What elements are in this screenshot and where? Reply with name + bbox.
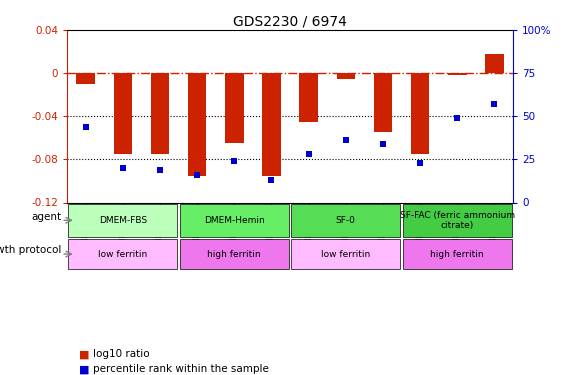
Bar <box>188 73 206 176</box>
Point <box>118 165 128 171</box>
Point <box>155 167 164 173</box>
Bar <box>448 73 466 75</box>
Text: SF-FAC (ferric ammonium
citrate): SF-FAC (ferric ammonium citrate) <box>400 211 515 230</box>
Bar <box>150 73 169 154</box>
Text: high ferritin: high ferritin <box>430 250 484 259</box>
Point <box>452 115 462 121</box>
Text: ■: ■ <box>79 350 89 359</box>
Bar <box>485 54 504 73</box>
Point <box>192 172 202 178</box>
Point <box>490 101 499 107</box>
Text: high ferritin: high ferritin <box>208 250 261 259</box>
Text: low ferritin: low ferritin <box>98 250 147 259</box>
Point <box>81 124 90 130</box>
Bar <box>180 239 289 269</box>
Text: low ferritin: low ferritin <box>321 250 370 259</box>
Bar <box>411 73 430 154</box>
Title: GDS2230 / 6974: GDS2230 / 6974 <box>233 15 347 29</box>
Bar <box>403 239 512 269</box>
Bar <box>374 73 392 132</box>
Bar <box>68 239 177 269</box>
Bar <box>403 204 512 237</box>
Point <box>267 177 276 183</box>
Point <box>378 141 388 147</box>
Bar <box>180 204 289 237</box>
Point <box>304 151 313 157</box>
Point <box>416 160 425 166</box>
Bar <box>114 73 132 154</box>
Bar <box>291 204 401 237</box>
Text: log10 ratio: log10 ratio <box>93 350 150 359</box>
Bar <box>262 73 281 176</box>
Text: growth protocol: growth protocol <box>0 245 61 255</box>
Bar <box>225 73 244 143</box>
Text: DMEM-Hemin: DMEM-Hemin <box>204 216 265 225</box>
Bar <box>336 73 355 78</box>
Point <box>341 137 350 143</box>
Point <box>230 158 239 164</box>
Bar <box>291 239 401 269</box>
Text: agent: agent <box>31 211 61 222</box>
Text: DMEM-FBS: DMEM-FBS <box>99 216 147 225</box>
Bar <box>68 204 177 237</box>
Bar <box>76 73 95 84</box>
Text: SF-0: SF-0 <box>336 216 356 225</box>
Text: ■: ■ <box>79 364 89 374</box>
Text: percentile rank within the sample: percentile rank within the sample <box>93 364 269 374</box>
Bar <box>299 73 318 122</box>
